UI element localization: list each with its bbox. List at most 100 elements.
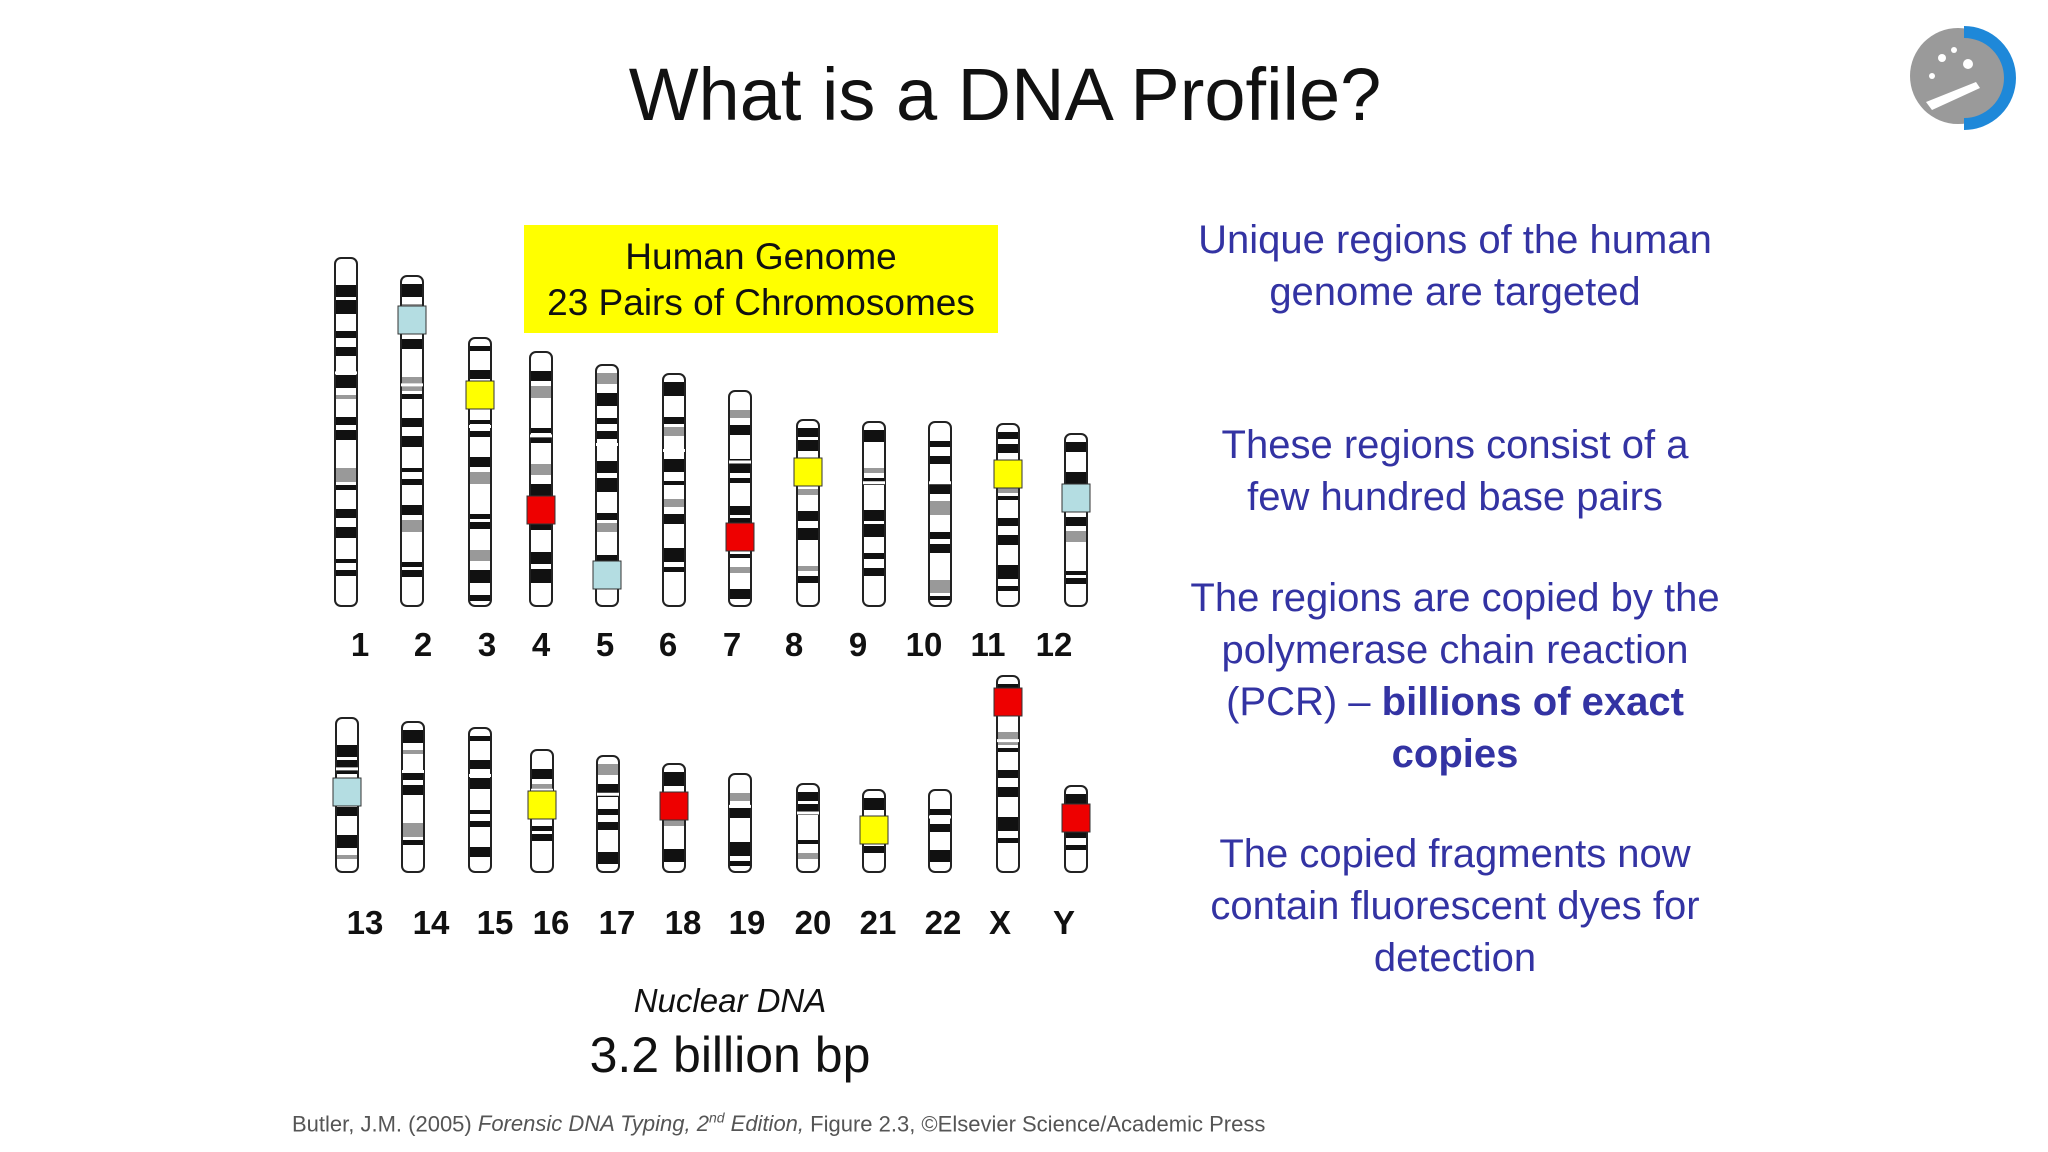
chromosome-row1-4-band [531, 428, 551, 433]
chromosome-row2-3-band [470, 736, 490, 741]
chromosome-row2-5-band [598, 809, 618, 815]
chromosome-row1-11-marker [993, 459, 1023, 489]
chromosome-row2-3-band [470, 821, 490, 827]
chromosome-row2-2-band [403, 750, 423, 754]
chromosome-row1-3-band [470, 420, 490, 424]
chromosome-row1-4-band [531, 436, 551, 443]
chromosome-row1-7 [728, 390, 752, 607]
chromosome-row1-1-band [336, 300, 356, 314]
chromosome-row1-2-band [402, 468, 422, 472]
chromosome-row1-3-marker [465, 380, 495, 410]
chromosome-row1-11-band [998, 565, 1018, 579]
chromosome-row2-9-band [864, 798, 884, 810]
chromosome-row1-2-band [402, 436, 422, 447]
chromosome-row2-11-band [998, 817, 1018, 831]
chromosome-row1-1-band [336, 417, 356, 425]
chromosome-row1-5-band [597, 523, 617, 532]
chromosome-row2-2-band [403, 772, 423, 780]
chromosome-row1-1-band [336, 285, 356, 297]
chromosome-row2-8-band [798, 804, 818, 815]
chromosome-label-row1-3: 3 [478, 626, 496, 663]
chromosome-row1-10-band [930, 532, 950, 539]
chromosome-row1-6-band [664, 481, 684, 485]
chromosome-row1-12-band [1066, 571, 1086, 575]
citation-author: Butler, J.M. (2005) [292, 1111, 472, 1137]
chromosome-row1-6-band [664, 382, 684, 396]
chromosome-row1-7-band [730, 554, 750, 558]
point-targeted-regions: Unique regions of the human genome are t… [1198, 218, 1712, 314]
chromosome-row1-9-band [864, 468, 884, 473]
chromosome-label-row2-9: 21 [860, 904, 897, 941]
chromosome-label-row2-5: 17 [599, 904, 636, 941]
pcr-bold-text: billions of exact copies [1381, 680, 1684, 776]
chromosome-row1-7-band [730, 589, 750, 599]
chromosome-row2-3-band [470, 847, 490, 857]
chromosome-row1-10-band [930, 544, 950, 553]
chromosome-row1-2-band [402, 418, 422, 427]
chromosome-row2-8-band [798, 853, 818, 859]
chromosome-row2-11-band [998, 732, 1018, 745]
chromosome-row1-10-band [930, 441, 950, 447]
chromosome-label-row1-4: 4 [532, 626, 551, 663]
chromosome-row2-7 [728, 773, 752, 873]
chromosome-row2-4-band [532, 826, 552, 831]
chromosome-row1-4-marker [526, 495, 556, 525]
chromosome-label-row2-1: 13 [347, 904, 384, 941]
chromosome-row1-11-band [998, 586, 1018, 591]
logo-icon [1906, 18, 2024, 130]
chromosome-row1-8-band [798, 440, 818, 451]
slide-title: What is a DNA Profile? [628, 53, 1382, 136]
pcr-text: The regions are copied by the polymerase… [1190, 576, 1720, 724]
chromosome-row1-7-band [730, 506, 750, 515]
chromosome-row2-1-band [337, 745, 357, 757]
chromosome-row2-7-band [730, 842, 750, 856]
chromosome-row1-8-band [798, 511, 818, 521]
chromosome-row2-1-band [337, 807, 357, 816]
chromosome-row2-5-band [598, 852, 618, 864]
chromosome-label-row2-10: 22 [925, 904, 962, 941]
chromosome-row1-5-band [597, 393, 617, 406]
chromosome-row2-3-band [470, 778, 490, 789]
chromosome-row1-3-band [470, 346, 490, 351]
chromosome-label-row2-12: Y [1053, 904, 1075, 941]
chromosome-row2-5-band [598, 764, 618, 775]
chromosome-row1-2-marker [397, 305, 427, 335]
chromosome-row2-11-marker [993, 687, 1023, 717]
chromosome-row1-2-band [402, 339, 422, 349]
chromosome-row1-8-marker [793, 457, 823, 487]
chromosome-row1-7-band [730, 478, 750, 483]
chromosome-row1-3-band [470, 472, 490, 484]
chromosome-row1-6-band [664, 417, 684, 424]
chromosome-row1-12-band [1066, 472, 1086, 486]
chromosome-label-row2-3: 15 [477, 904, 514, 941]
chromosome-row2-10-band [930, 824, 950, 832]
chromosome-row1-12-band [1066, 517, 1086, 526]
point-pcr-copying: The regions are copied by the polymerase… [1190, 572, 1720, 780]
chromosome-row1-2-band [402, 520, 422, 532]
chromosome-row2-2-band [403, 785, 423, 795]
chromosome-row1-6-band [664, 567, 684, 572]
chromosome-row1-7-band [730, 410, 750, 418]
chromosome-row2-11-band [998, 787, 1018, 797]
chromosome-row1-11-band [998, 535, 1018, 545]
chromosome-row2-2 [401, 721, 425, 873]
chromosome-row1-2-band [402, 562, 422, 567]
chromosome-row1-4 [529, 351, 553, 607]
chromosome-row2-9-band [864, 846, 884, 853]
chromosome-row1-11-band [998, 518, 1018, 526]
chromosome-label-row1-1: 1 [351, 626, 369, 663]
chromosome-label-row2-7: 19 [729, 904, 766, 941]
chromosome-row1-12-band [1066, 578, 1086, 584]
chromosome-row2-4-marker [527, 790, 557, 820]
chromosome-row1-1-band [336, 375, 356, 388]
chromosome-row2-6-band [664, 772, 684, 786]
chromosome-row1-11-band [998, 496, 1018, 500]
chromosome-row1-10-band [930, 596, 950, 600]
chromosome-row1-6-band [664, 427, 684, 436]
chromosome-row1-10-band [930, 580, 950, 593]
chromosome-row1-3-band [470, 431, 490, 437]
chromosome-label-row1-11: 11 [971, 626, 1006, 663]
chromosome-row1-1-band [336, 527, 356, 538]
chromosome-row1-2-band [402, 284, 422, 297]
